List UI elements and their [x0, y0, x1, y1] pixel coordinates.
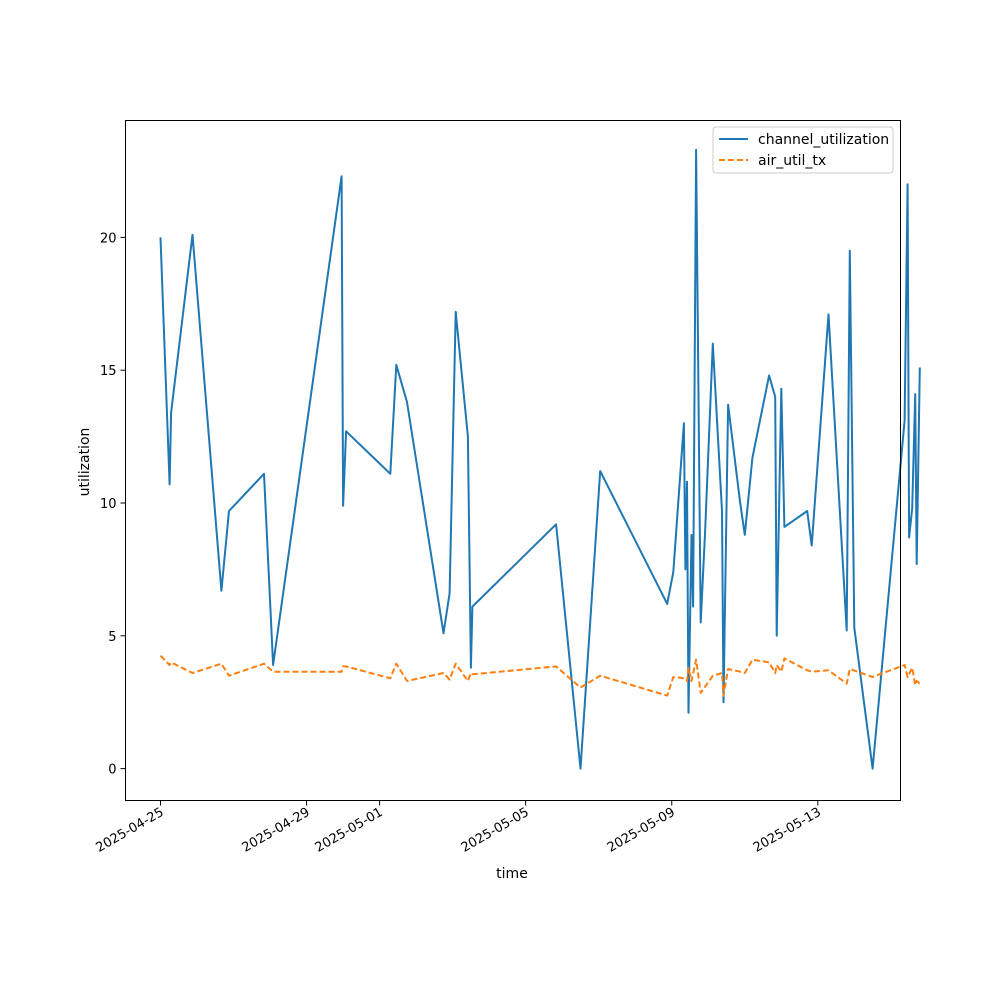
- y-tick-label: 20: [100, 231, 117, 246]
- x-tick-label: 2025-05-09: [605, 805, 678, 856]
- series-layer: [159, 148, 921, 770]
- legend: channel_utilization air_util_tx: [712, 126, 894, 174]
- legend-label-air-util-tx: air_util_tx: [758, 153, 826, 169]
- x-tick-label: 2025-05-01: [313, 805, 386, 856]
- legend-label-channel-utilization: channel_utilization: [758, 132, 889, 148]
- y-tick-label: 15: [100, 364, 117, 379]
- y-tick-label: 10: [100, 497, 117, 512]
- x-tick-label: 2025-04-29: [240, 805, 313, 856]
- legend-box: [712, 126, 894, 174]
- y-tick-label: 5: [108, 630, 116, 645]
- plot-frame: [125, 120, 901, 801]
- x-axis-label: time: [496, 866, 528, 882]
- x-tick-label: 2025-05-13: [751, 805, 824, 856]
- y-axis: 0 5 10 15 20: [100, 231, 126, 778]
- x-tick-label: 2025-04-25: [94, 805, 167, 856]
- series-line-channel-utilization: [159, 148, 921, 770]
- series-line-air-util-tx: [159, 655, 921, 697]
- y-tick-label: 0: [108, 763, 116, 778]
- y-axis-label: utilization: [77, 428, 93, 497]
- x-axis: 2025-04-25 2025-04-29 2025-05-01 2025-05-05…: [94, 800, 824, 856]
- x-tick-label: 2025-05-05: [459, 805, 532, 856]
